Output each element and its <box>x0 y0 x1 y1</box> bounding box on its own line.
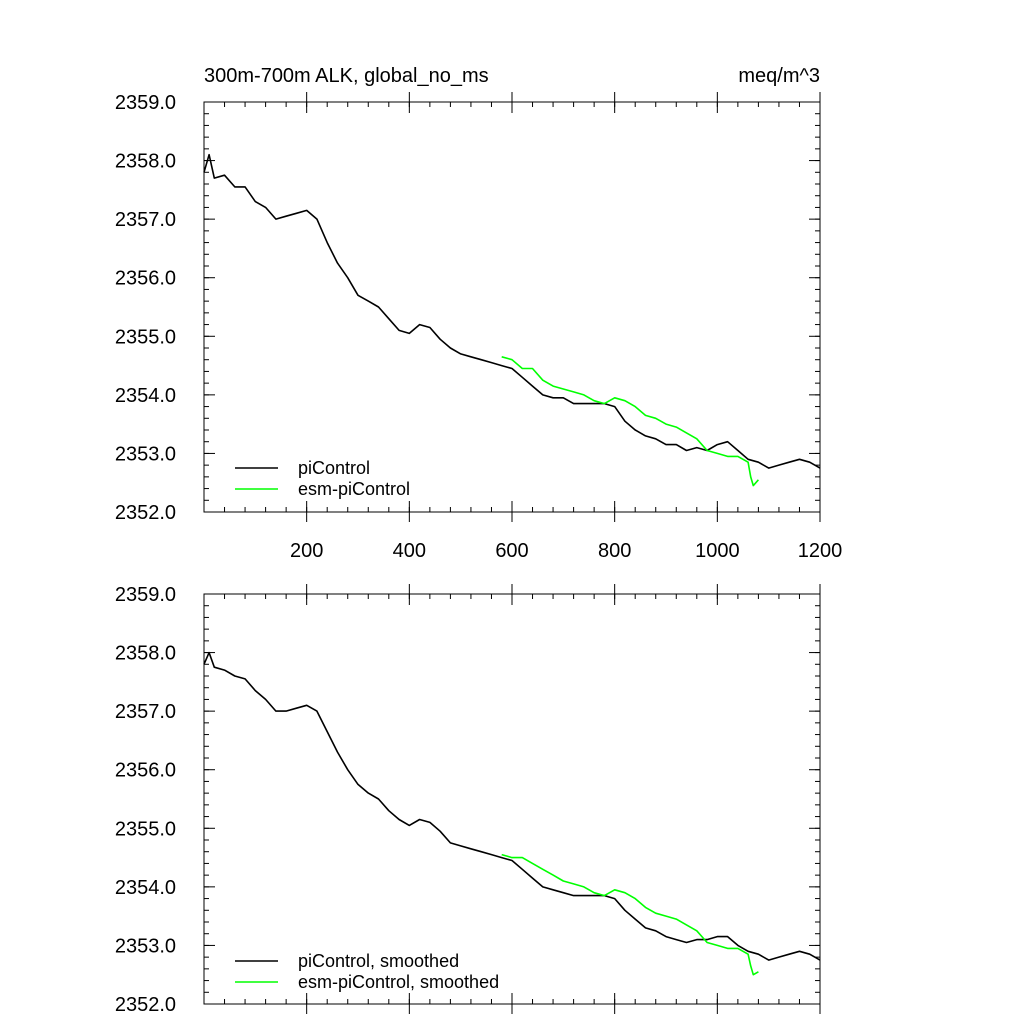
plot-frame <box>203 593 821 1005</box>
series-line-picontrol <box>203 153 821 469</box>
y-tick-label: 2352.0 <box>115 994 176 1016</box>
panel1-plot: 2352.0 2353.0 2354.0 2355.0 2356.0 2357.0 2358… <box>115 92 842 562</box>
y-tick-label: 2357.0 <box>115 209 176 231</box>
y-tick-label: 2355.0 <box>115 326 176 348</box>
x-tick-label: 1000 <box>695 540 740 562</box>
x-tick-label: 200 <box>290 540 323 562</box>
panel2-plot: 2352.0 2353.0 2354.0 2355.0 2356.0 2357.0 2358… <box>115 584 821 1016</box>
y-tick-label: 2356.0 <box>115 268 176 290</box>
series-line-picontrol <box>203 651 821 961</box>
legend-label: piControl, smoothed <box>298 951 459 971</box>
y-tick-label: 2358.0 <box>115 151 176 173</box>
y-tick-label: 2359.0 <box>115 584 176 606</box>
plot-frame <box>203 101 821 513</box>
y-tick-label: 2356.0 <box>115 760 176 782</box>
y-tick-label: 2352.0 <box>115 502 176 524</box>
legend-label: piControl <box>298 458 370 478</box>
y-tick-label: 2359.0 <box>115 92 176 114</box>
panel1-title: 300m-700m ALK, global_no_ms <box>204 65 489 87</box>
y-tick-label: 2357.0 <box>115 701 176 723</box>
legend-label: esm-piControl <box>298 479 410 499</box>
x-tick-label: 1200 <box>798 540 843 562</box>
y-tick-label: 2354.0 <box>115 385 176 407</box>
y-tick-label: 2358.0 <box>115 643 176 665</box>
x-tick-label: 600 <box>495 540 528 562</box>
panel1-units: meq/m^3 <box>738 65 820 87</box>
y-tick-label: 2353.0 <box>115 443 176 465</box>
series-line-esm-picontrol <box>501 356 760 487</box>
legend-label: esm-piControl, smoothed <box>298 972 499 992</box>
y-tick-label: 2354.0 <box>115 877 176 899</box>
y-tick-label: 2355.0 <box>115 818 176 840</box>
series-line-esm-picontrol <box>501 853 759 976</box>
x-tick-label: 400 <box>393 540 426 562</box>
x-tick-label: 800 <box>598 540 631 562</box>
y-tick-label: 2353.0 <box>115 935 176 957</box>
